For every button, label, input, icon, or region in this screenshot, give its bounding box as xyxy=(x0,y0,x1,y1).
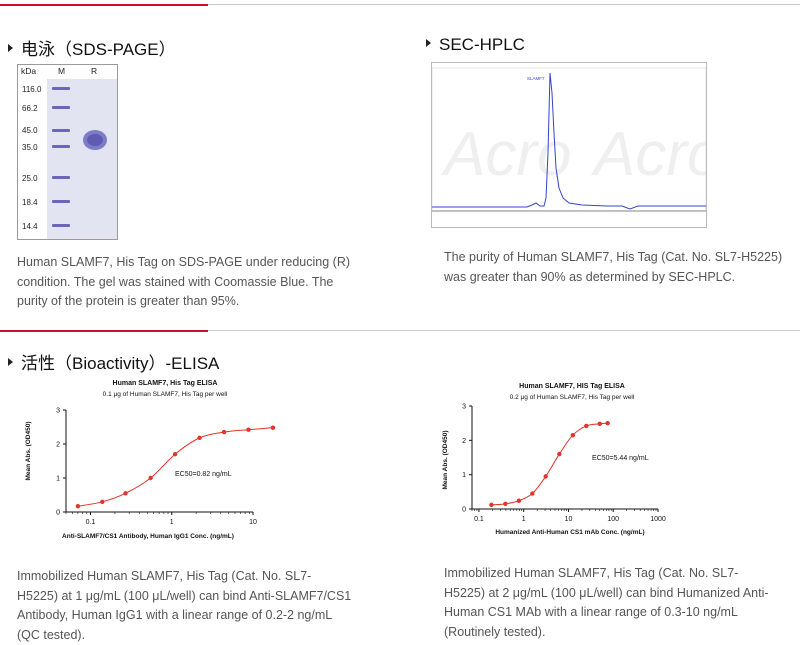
gel-marker-band xyxy=(52,129,70,132)
y-tick-label: 0 xyxy=(56,510,60,517)
elisa-chart-right: Human SLAMF7, HIS Tag ELISA 0.2 μg of Hu… xyxy=(442,383,666,536)
fit-curve xyxy=(77,427,273,507)
sec-hplc-peak-label: SLAMF7 xyxy=(527,76,545,81)
sec-hplc-trace xyxy=(432,72,706,210)
data-point xyxy=(123,491,128,496)
data-point xyxy=(530,491,535,496)
gel-kda-label: kDa xyxy=(21,66,36,76)
gel-lane-r-label: R xyxy=(91,66,97,76)
y-tick-label: 1 xyxy=(56,476,60,483)
data-point xyxy=(270,425,276,430)
gel-marker-label: 116.0 xyxy=(22,85,42,94)
data-point xyxy=(584,423,589,429)
y-tick-label: 3 xyxy=(462,404,466,411)
chart-subtitle: 0.1 μg of Human SLAMF7, His Tag per well xyxy=(103,391,228,398)
section-divider xyxy=(0,330,800,332)
data-point xyxy=(172,452,178,457)
bullet-triangle-icon xyxy=(8,358,13,366)
y-tick-label: 2 xyxy=(56,442,60,449)
x-tick-label: 10 xyxy=(249,519,257,526)
chart-title: Human SLAMF7, HIS Tag ELISA xyxy=(519,383,625,390)
gel-marker-band xyxy=(52,200,70,203)
data-point xyxy=(489,502,494,508)
y-tick-label: 0 xyxy=(462,507,466,514)
data-point xyxy=(516,498,522,503)
bullet-triangle-icon xyxy=(8,44,13,52)
chart-xlabel: Humanized Anti-Human CS1 mAb Conc. (ng/m… xyxy=(495,529,644,536)
x-tick-label: 1000 xyxy=(650,516,666,523)
top-divider xyxy=(0,4,800,6)
gel-marker-band xyxy=(52,106,70,109)
data-point xyxy=(605,420,610,426)
data-point xyxy=(246,427,251,432)
elisa-heading: 活性（Bioactivity）-ELISA xyxy=(8,349,219,374)
gel-svg: kDa M R 116.0 66.2 45.0 35.0 25.0 18.4 1… xyxy=(18,65,117,239)
gel-lane-m-label: M xyxy=(58,66,65,76)
data-point xyxy=(503,501,508,507)
x-tick-label: 1 xyxy=(522,516,526,523)
sds-page-heading: 电泳（SDS-PAGE） xyxy=(8,35,176,60)
gel-marker-label: 35.0 xyxy=(22,143,38,152)
x-tick-label: 100 xyxy=(607,516,619,523)
sec-hplc-heading: SEC-HPLC xyxy=(426,35,525,55)
x-tick-label: 0.1 xyxy=(474,516,484,523)
sec-hplc-chromatogram: Acro Acro SLAMF7 xyxy=(431,62,721,228)
gel-marker-label: 45.0 xyxy=(22,126,38,135)
y-tick-label: 2 xyxy=(462,438,466,445)
chart-annotation: EC50=5.44 ng/mL xyxy=(592,455,649,462)
data-point xyxy=(148,475,153,481)
chart-ylabel: Mean Abs. (OD450) xyxy=(442,431,449,490)
data-point xyxy=(570,432,576,438)
y-tick-label: 3 xyxy=(56,408,60,415)
data-point xyxy=(221,429,227,435)
x-tick-label: 1 xyxy=(170,519,174,526)
sec-hplc-svg: Acro Acro SLAMF7 xyxy=(431,67,721,212)
gel-marker-band xyxy=(52,176,70,179)
watermark-text: Acro xyxy=(440,120,571,189)
data-point xyxy=(197,435,202,441)
x-tick-label: 0.1 xyxy=(86,519,96,526)
sds-page-gel-image: kDa M R 116.0 66.2 45.0 35.0 25.0 18.4 1… xyxy=(17,64,118,240)
data-point xyxy=(100,499,105,504)
gel-marker-label: 14.4 xyxy=(22,222,38,231)
data-point xyxy=(557,451,562,457)
gel-marker-label: 18.4 xyxy=(22,198,38,207)
gel-marker-band xyxy=(52,145,70,148)
data-point xyxy=(597,421,602,427)
sec-hplc-caption: The purity of Human SLAMF7, His Tag (Cat… xyxy=(444,250,783,284)
chart-title: Human SLAMF7, His Tag ELISA xyxy=(113,380,218,387)
chart-subtitle: 0.2 μg of Human SLAMF7, His Tag per well xyxy=(510,394,635,401)
gel-marker-band xyxy=(52,87,70,90)
sds-page-caption: Human SLAMF7, His Tag on SDS-PAGE under … xyxy=(17,255,351,308)
gel-marker-label: 25.0 xyxy=(22,174,38,183)
watermark-text: Acro xyxy=(590,120,706,189)
gel-marker-label: 66.2 xyxy=(22,104,38,113)
chart-ylabel: Mean Abs. (OD450) xyxy=(25,422,32,481)
fit-curve xyxy=(491,422,608,506)
x-tick-label: 10 xyxy=(565,516,573,523)
y-tick-label: 1 xyxy=(462,472,466,479)
elisa-left-caption: Immobilized Human SLAMF7, His Tag (Cat. … xyxy=(17,569,352,642)
data-point xyxy=(75,504,81,509)
elisa-right-caption: Immobilized Human SLAMF7, His Tag (Cat. … xyxy=(444,566,769,639)
gel-marker-band xyxy=(52,224,70,227)
data-point xyxy=(543,474,548,479)
chart-xlabel: Anti-SLAMF7/CS1 Antibody, Human IgG1 Con… xyxy=(62,533,234,540)
bullet-triangle-icon xyxy=(426,39,431,47)
chart-annotation: EC50=0.82 ng/mL xyxy=(175,471,232,478)
elisa-chart-left: Human SLAMF7, His Tag ELISA 0.1 μg of Hu… xyxy=(25,380,276,540)
